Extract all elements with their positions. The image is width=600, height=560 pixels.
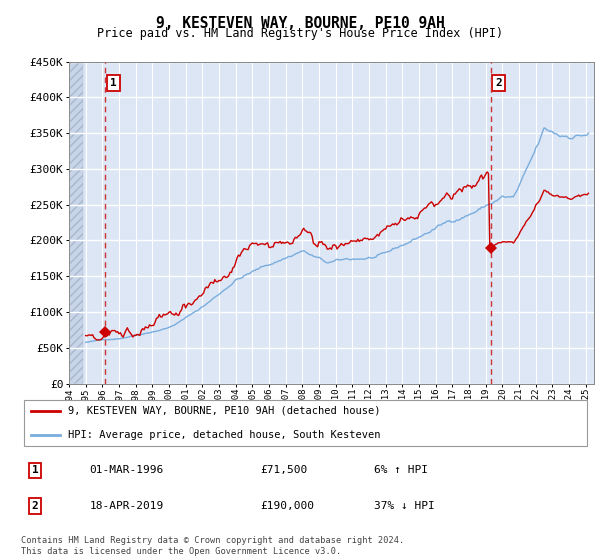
Text: 2: 2 <box>496 78 502 88</box>
FancyBboxPatch shape <box>24 400 587 446</box>
Text: 37% ↓ HPI: 37% ↓ HPI <box>374 501 435 511</box>
Text: 9, KESTEVEN WAY, BOURNE, PE10 9AH: 9, KESTEVEN WAY, BOURNE, PE10 9AH <box>155 16 445 31</box>
Text: £190,000: £190,000 <box>260 501 314 511</box>
Text: 6% ↑ HPI: 6% ↑ HPI <box>374 465 428 475</box>
Text: 1: 1 <box>110 78 117 88</box>
Text: Price paid vs. HM Land Registry's House Price Index (HPI): Price paid vs. HM Land Registry's House … <box>97 27 503 40</box>
Bar <box>69 62 83 384</box>
Text: Contains HM Land Registry data © Crown copyright and database right 2024.
This d: Contains HM Land Registry data © Crown c… <box>21 536 404 556</box>
Text: £71,500: £71,500 <box>260 465 308 475</box>
Text: 18-APR-2019: 18-APR-2019 <box>89 501 164 511</box>
Text: HPI: Average price, detached house, South Kesteven: HPI: Average price, detached house, Sout… <box>68 430 380 440</box>
Text: 9, KESTEVEN WAY, BOURNE, PE10 9AH (detached house): 9, KESTEVEN WAY, BOURNE, PE10 9AH (detac… <box>68 405 380 416</box>
Text: 2: 2 <box>32 501 38 511</box>
Text: 1: 1 <box>32 465 38 475</box>
Text: 01-MAR-1996: 01-MAR-1996 <box>89 465 164 475</box>
